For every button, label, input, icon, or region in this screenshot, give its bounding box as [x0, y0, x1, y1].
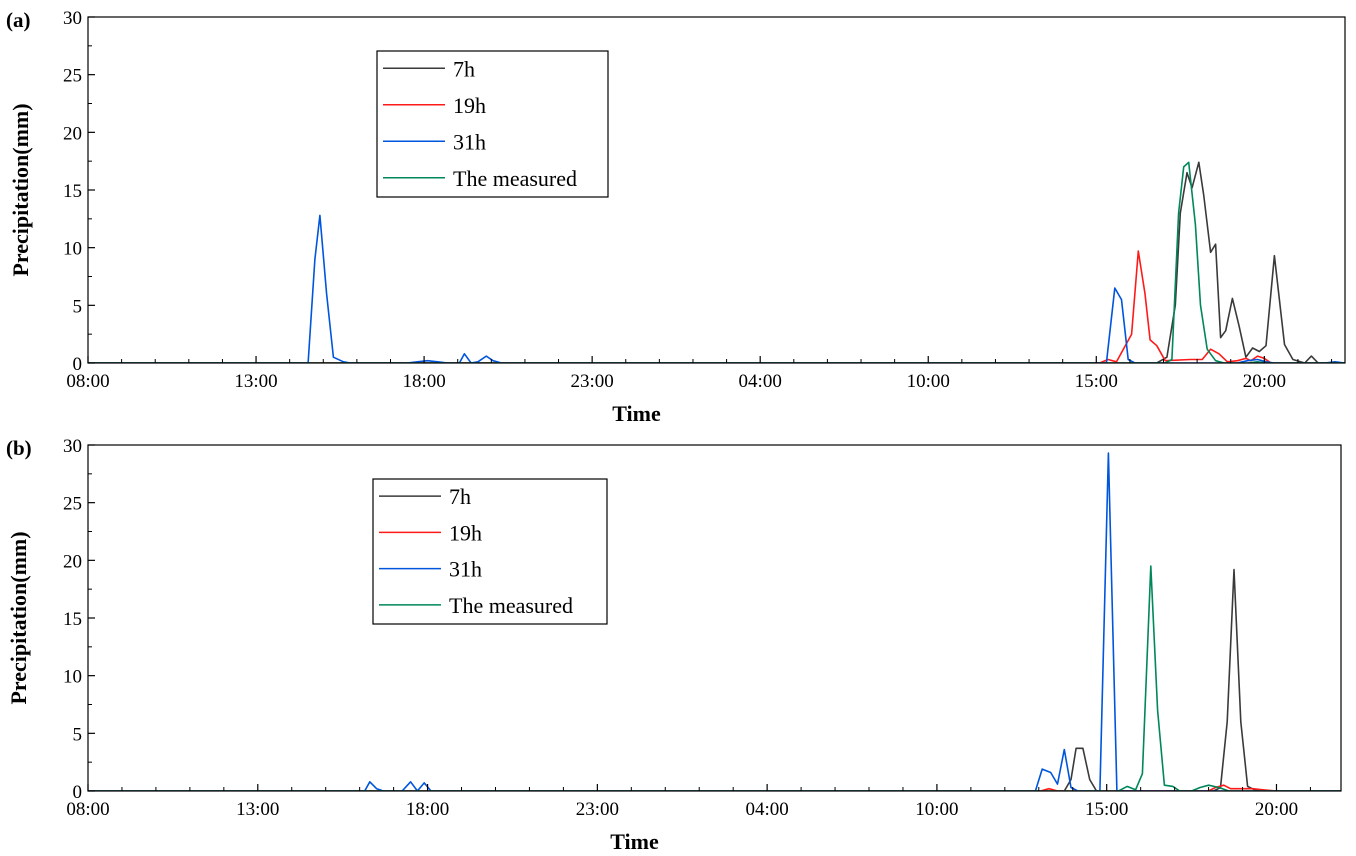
legend: 7h 19h 31h The measured	[376, 50, 609, 198]
y-tick-label: 20	[63, 123, 82, 144]
x-tick-label: 08:00	[66, 799, 109, 820]
series-line-19h	[88, 784, 1341, 791]
y-tick-label: 30	[63, 8, 82, 29]
y-tick-label: 5	[73, 296, 83, 317]
y-tick-label: 20	[63, 551, 82, 572]
x-tick-label: 10:00	[907, 371, 950, 392]
legend-box	[376, 50, 609, 198]
series-line-the-measured	[88, 161, 1345, 363]
x-tick-label: 23:00	[576, 799, 619, 820]
legend-label: 31h	[453, 129, 486, 154]
y-tick-label: 30	[63, 436, 82, 457]
legend-label: 7h	[449, 484, 471, 509]
y-axis-title: Precipitation(mm)	[6, 531, 31, 704]
plot-frame	[87, 16, 1346, 364]
y-tick-label: 15	[63, 181, 82, 202]
y-tick-label: 10	[63, 667, 82, 688]
x-tick-label: 23:00	[571, 371, 614, 392]
y-tick-label: 15	[63, 609, 82, 630]
series-line-19h	[88, 250, 1345, 363]
x-tick-label: 20:00	[1255, 799, 1298, 820]
y-tick-label: 5	[73, 724, 83, 745]
series-line-the-measured	[88, 565, 1341, 791]
y-tick-label: 25	[63, 66, 82, 87]
y-tick-label: 0	[73, 354, 83, 375]
legend-label: The measured	[453, 166, 577, 191]
series-line-31h	[88, 214, 1345, 363]
panel-label: (a)	[6, 8, 31, 32]
x-tick-label: 04:00	[739, 371, 782, 392]
legend-label: 7h	[453, 56, 475, 81]
series-group	[88, 161, 1345, 363]
series-group	[88, 452, 1341, 791]
x-tick-label: 20:00	[1243, 371, 1286, 392]
y-tick-label: 10	[63, 239, 82, 260]
series-line-31h	[88, 452, 1341, 791]
legend-label: 19h	[449, 520, 482, 545]
x-tick-label: 13:00	[236, 799, 279, 820]
y-axis-title: Precipitation(mm)	[8, 103, 33, 276]
chart-panel-b: 0 5 10 15 20 25 30 08:00 13:00 18:00 23:00 04:00 10:…	[6, 436, 1342, 854]
legend-label: 31h	[449, 557, 482, 582]
x-tick-label: 18:00	[402, 371, 445, 392]
y-tick-label: 25	[63, 494, 82, 515]
x-tick-label: 13:00	[234, 371, 277, 392]
x-tick-label: 15:00	[1085, 799, 1128, 820]
panel-label: (b)	[6, 436, 32, 460]
x-axis-title: Time	[610, 829, 659, 854]
x-tick-label: 15:00	[1075, 371, 1118, 392]
legend-label: The measured	[449, 593, 573, 618]
x-tick-label: 10:00	[915, 799, 958, 820]
y-tick-label: 0	[73, 782, 83, 803]
x-tick-label: 18:00	[406, 799, 449, 820]
legend-box	[372, 478, 608, 625]
x-axis-title: Time	[612, 401, 661, 426]
legend: 7h 19h 31h The measured	[372, 478, 608, 625]
chart-panel-a: 0 5 10 15 20 25 30 08:00 13:00 18:00 23:00 04:00 10:…	[6, 8, 1346, 426]
series-line-7h	[88, 161, 1345, 363]
x-tick-label: 08:00	[66, 371, 109, 392]
x-tick-label: 04:00	[745, 799, 788, 820]
legend-label: 19h	[453, 93, 486, 118]
